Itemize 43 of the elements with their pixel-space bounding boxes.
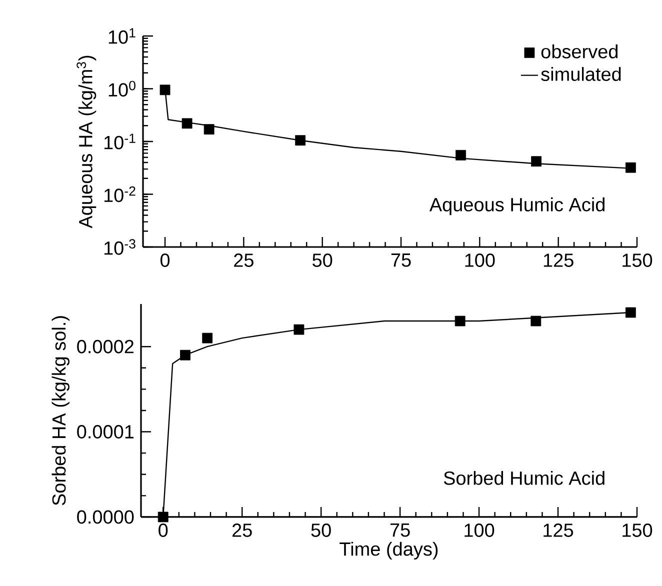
x-tick-label: 0 <box>160 254 170 267</box>
x-tick-label: 75 <box>390 524 410 537</box>
x-tick-label: 100 <box>464 524 494 537</box>
point <box>625 307 636 318</box>
y-axis-title: Aqueous HA (kg/m$^{3}$) <box>76 56 96 228</box>
x-axis-title: Time (days) <box>340 542 438 560</box>
y-tick-label: 10$^{-2}$ <box>104 186 136 202</box>
x-tick-label: 25 <box>232 524 252 537</box>
x-tick-label: 25 <box>234 254 254 267</box>
legend-label: observed <box>541 44 618 58</box>
point <box>626 162 636 173</box>
point <box>531 156 542 167</box>
x-tick-label: 50 <box>311 524 331 537</box>
y-axis-title: Sorbed HA (kg/kg sol.) <box>52 316 70 506</box>
legend-label: simulated <box>541 67 621 81</box>
point <box>180 350 190 360</box>
point <box>454 316 466 326</box>
point <box>530 316 542 326</box>
x-tick-label: 75 <box>391 254 411 267</box>
y-tick-label: 10$^{-3}$ <box>104 239 136 255</box>
y-tick-label: 10$^{1}$ <box>108 28 136 44</box>
x-tick-label: 0 <box>158 524 168 537</box>
x-tick-label: 50 <box>312 254 332 267</box>
y-tick-label: 10$^{-1}$ <box>104 134 136 150</box>
point <box>294 324 304 335</box>
x-tick-label: 125 <box>544 524 574 537</box>
x-tick-label: 150 <box>622 524 652 537</box>
y-tick-label: 10$^{0}$ <box>108 80 136 97</box>
point <box>202 332 213 344</box>
point <box>160 84 170 96</box>
annotation: Aqueous Humic Acid <box>429 197 604 216</box>
y-tick-label: 0.0000 <box>77 510 134 524</box>
x-tick-label: 150 <box>622 254 652 267</box>
annotation: Sorbed Humic Acid <box>444 470 604 485</box>
point <box>295 135 306 146</box>
point <box>204 124 214 135</box>
x-tick-label: 100 <box>465 254 495 267</box>
point <box>182 118 192 129</box>
y-tick-label: 0.0002 <box>77 340 134 354</box>
x-tick-label: 125 <box>544 254 574 267</box>
point <box>456 150 466 160</box>
point <box>158 512 168 522</box>
y-tick-label: 0.0001 <box>77 425 134 439</box>
